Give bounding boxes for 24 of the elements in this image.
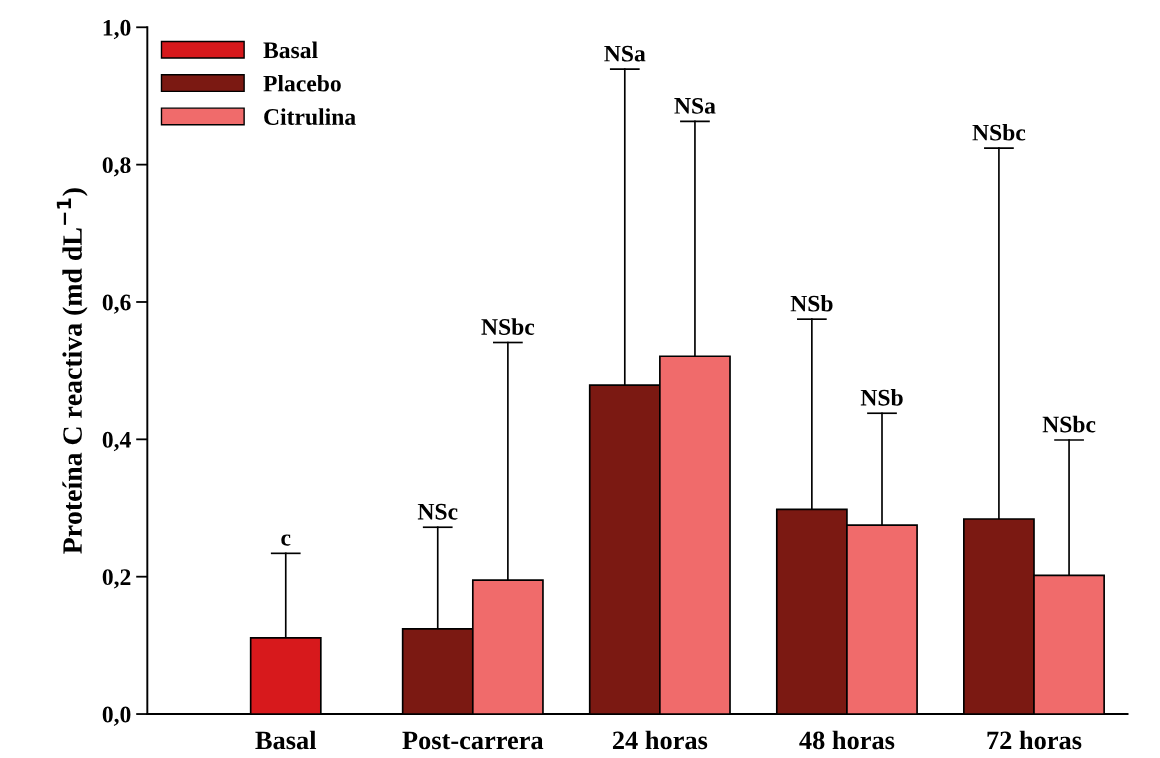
annotation: NSb [860,389,903,406]
annotation: NSbc [481,318,535,335]
y-tick-label: 1,0 [103,19,131,40]
annotation: NSa [604,45,646,62]
x-tick-label: 72 horas [987,730,1082,750]
x-tick-label: Basal [255,730,317,750]
annotation: NSbc [972,123,1026,141]
x-tick-label: 24 horas [612,730,708,750]
annotation: c [281,534,291,546]
legend-label: Placebo [263,74,341,92]
y-tick-label: 0,4 [102,431,131,452]
annotation: NSb [790,294,833,312]
y-tick-label: 0,8 [102,157,131,177]
legend-label: Citrulina [264,108,356,125]
annotation: NSbc [1042,415,1096,433]
y-axis-title: Proteína C reactiva (md dL$^{−1}$) [56,188,88,554]
x-tick-label: 48 horas [799,730,895,750]
x-tick-label: Post-carrera [402,731,544,750]
y-tick-label: 0,2 [102,569,131,589]
y-tick-label: 0,6 [102,294,131,314]
annotation: NSa [674,97,716,114]
annotation: NSc [417,503,458,520]
y-tick-label: 0,0 [102,706,131,726]
legend-label: Basal [263,41,318,59]
